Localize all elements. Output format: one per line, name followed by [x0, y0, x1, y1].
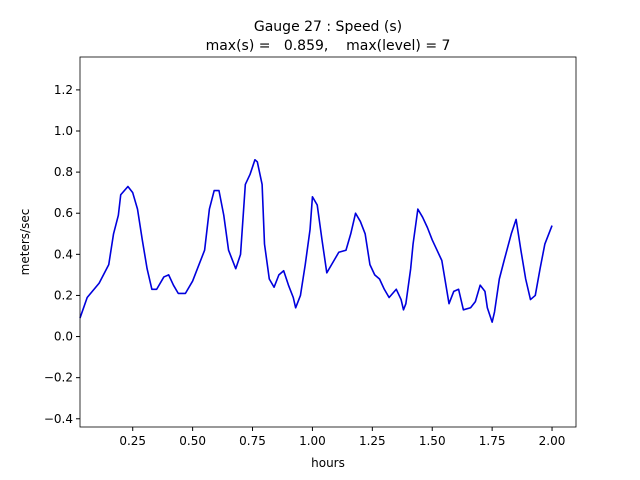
y-tick-label: 0.4: [54, 247, 73, 261]
x-axis-label: hours: [311, 456, 345, 470]
y-tick-label: −0.4: [44, 412, 73, 426]
y-tick-label: 1.2: [54, 83, 73, 97]
x-tick-label: 2.00: [539, 434, 566, 448]
y-tick-label: 0.6: [54, 206, 73, 220]
y-tick-label: 1.0: [54, 124, 73, 138]
x-tick-label: 0.75: [239, 434, 266, 448]
y-axis-label: meters/sec: [18, 209, 32, 276]
x-tick-label: 1.75: [479, 434, 506, 448]
x-tick-label: 0.25: [119, 434, 146, 448]
x-tick-label: 1.25: [359, 434, 386, 448]
plot-frame: [79, 56, 577, 428]
x-tick-label: 0.50: [179, 434, 206, 448]
chart-subtitle: max(s) = 0.859, max(level) = 7: [206, 38, 451, 54]
y-tick-label: 0.8: [54, 165, 73, 179]
x-tick-label: 1.00: [299, 434, 326, 448]
x-tick-label: 1.50: [419, 434, 446, 448]
y-tick-label: 0.0: [54, 330, 73, 344]
y-tick-label: −0.2: [44, 371, 73, 385]
y-tick-label: 0.2: [54, 288, 73, 302]
data-line: [79, 158, 553, 323]
chart-title: Gauge 27 : Speed (s): [254, 19, 402, 35]
